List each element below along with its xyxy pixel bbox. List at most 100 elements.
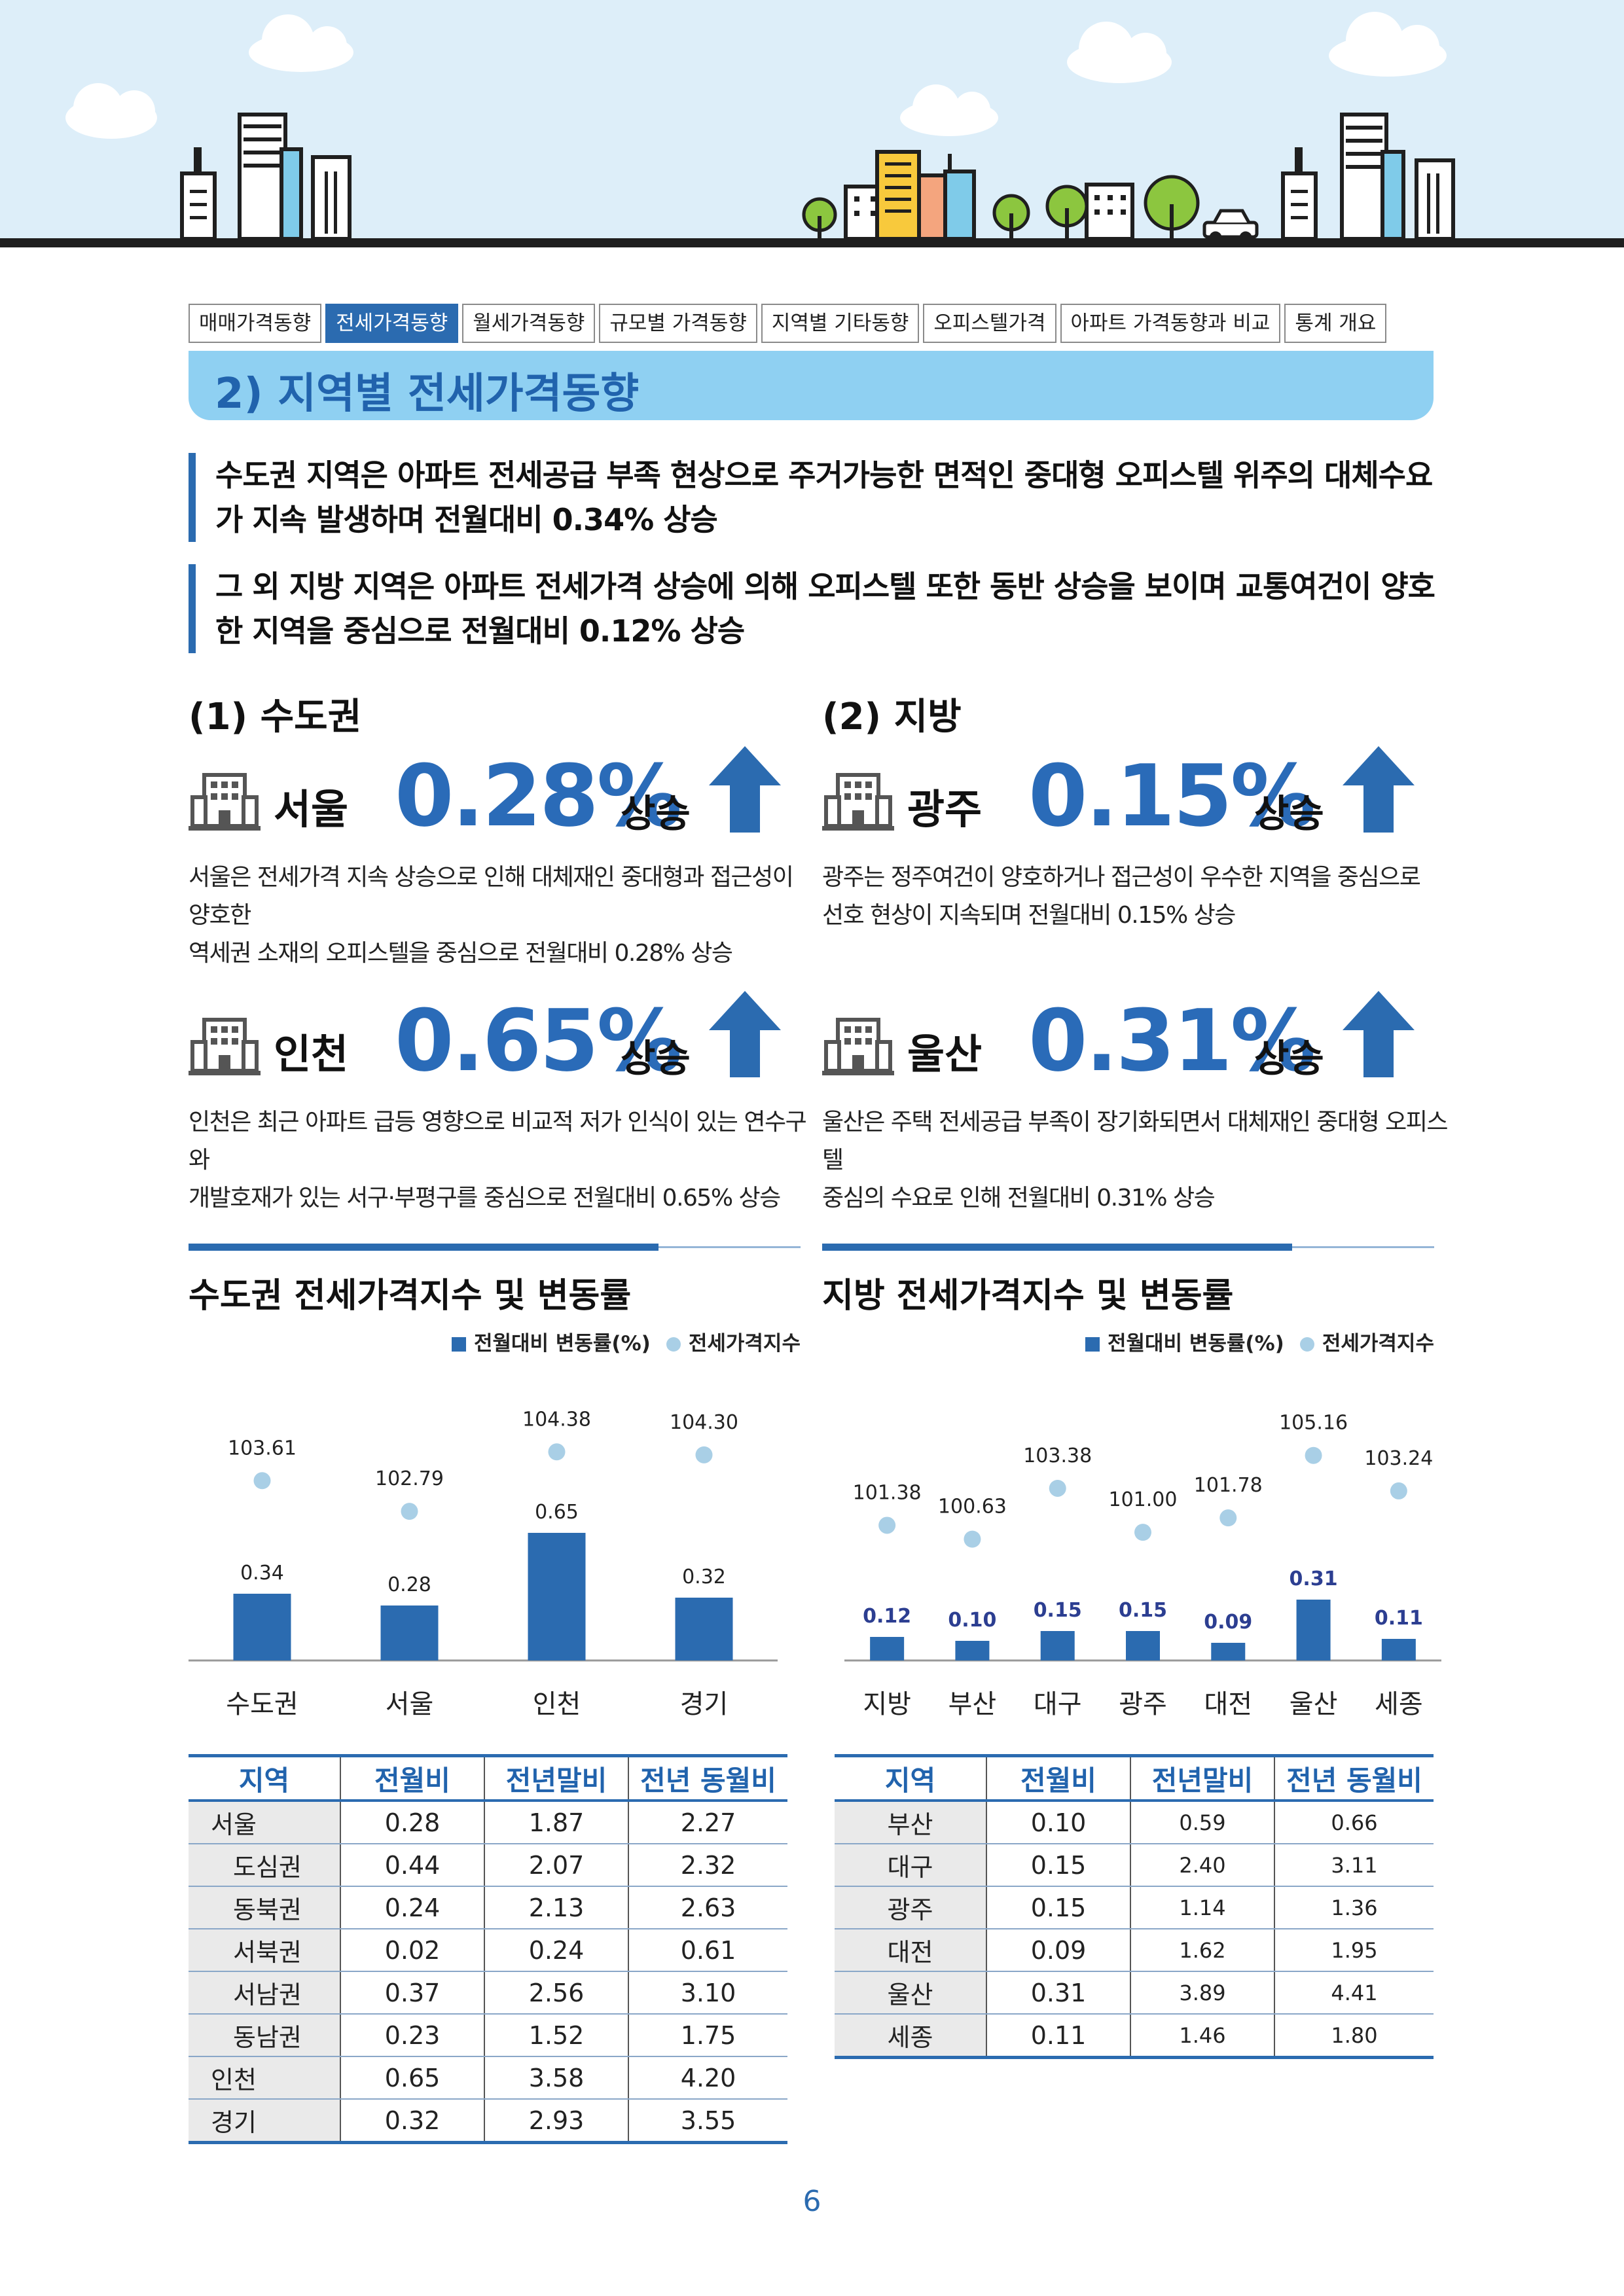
table-region-cell: 인천: [189, 2056, 340, 2100]
page-number: 6: [803, 2185, 821, 2218]
stat-city-name: 광주: [907, 785, 983, 833]
table-value-cell: 1.36: [1274, 1886, 1434, 1929]
index-value-label: 104.38: [522, 1408, 591, 1431]
table-value-cell: 2.93: [484, 2099, 628, 2144]
bar-value-label: 0.28: [388, 1573, 431, 1596]
index-dot-울산: [1305, 1446, 1322, 1464]
stat-description-incheon: 인천은 최근 아파트 급등 영향으로 비교적 저가 인식이 있는 연수구와 개발…: [189, 1103, 817, 1217]
description-line: 개발호재가 있는 서구·부평구를 중심으로 전월대비 0.65% 상승: [189, 1185, 781, 1211]
stat-percentage: 0.65%: [395, 991, 682, 1090]
table-row: 인천 0.65 3.58 4.20: [189, 2056, 787, 2100]
cloud-icon: [65, 12, 1447, 139]
arrow-up-icon: [1343, 746, 1415, 833]
category-label: 경기: [680, 1689, 729, 1719]
bar-value-label: 0.32: [682, 1566, 726, 1588]
bar-value-label: 0.31: [1290, 1568, 1338, 1590]
bar-value-label: 0.65: [535, 1501, 579, 1524]
section-title-bar: 2) 지역별 전세가격동향: [189, 351, 1434, 420]
tab-size-price[interactable]: 규모별 가격동향: [599, 304, 757, 343]
table-region-cell: 대구: [835, 1844, 986, 1887]
table-value-cell: 1.14: [1130, 1886, 1274, 1929]
description-line: 인천은 최근 아파트 급등 영향으로 비교적 저가 인식이 있는 연수구와: [189, 1109, 807, 1174]
table-value-cell: 2.40: [1130, 1844, 1274, 1887]
bar-value-label: 0.15: [1119, 1599, 1167, 1622]
stat-city-name: 인천: [274, 1030, 349, 1078]
tab-apartment-compare[interactable]: 아파트 가격동향과 비교: [1060, 304, 1281, 343]
tree-icon: [802, 175, 1200, 239]
table-row: 서울 0.28 1.87 2.27: [189, 1801, 787, 1844]
table-value-cell: 3.55: [628, 2099, 787, 2144]
table-header: 전년 동월비: [628, 1754, 787, 1802]
table-value-cell: 0.09: [986, 1929, 1130, 1972]
index-value-label: 103.24: [1364, 1447, 1433, 1470]
table-row: 울산 0.31 3.89 4.41: [835, 1971, 1434, 2015]
table-value-cell: 0.15: [986, 1886, 1130, 1929]
bar-부산: [955, 1641, 990, 1660]
index-dot-인천: [548, 1443, 566, 1461]
category-label: 지방: [863, 1689, 911, 1719]
bar-대전: [1211, 1643, 1246, 1660]
tab-officetel-price[interactable]: 오피스텔가격: [923, 304, 1056, 343]
table-header: 전년 동월비: [1274, 1754, 1434, 1802]
legend-dot-label: 전세가격지수: [688, 1332, 801, 1355]
stat-trend-label: 상승: [621, 1036, 691, 1081]
table-value-cell: 0.28: [340, 1801, 484, 1844]
table-row: 서남권 0.37 2.56 3.10: [189, 1971, 787, 2015]
table-value-cell: 0.24: [484, 1929, 628, 1972]
index-value-label: 104.30: [670, 1411, 738, 1434]
bar-value-label: 0.15: [1034, 1599, 1082, 1622]
stat-incheon: 인천 0.65% 상승: [189, 991, 817, 1090]
table-value-cell: 1.52: [484, 2014, 628, 2057]
table-value-cell: 3.11: [1274, 1844, 1434, 1887]
tab-sale-price[interactable]: 매매가격동향: [189, 304, 322, 343]
category-label: 울산: [1290, 1689, 1338, 1719]
description-line: 서울은 전세가격 지속 상승으로 인해 대체재인 중대형과 접근성이 양호한: [189, 864, 794, 929]
index-dot-대구: [1049, 1479, 1066, 1497]
bar-value-label: 0.09: [1204, 1611, 1252, 1634]
table-value-cell: 2.63: [628, 1886, 787, 1929]
table-row: 도심권 0.44 2.07 2.32: [189, 1844, 787, 1887]
category-label: 서울: [386, 1689, 434, 1719]
category-label: 세종: [1375, 1689, 1423, 1719]
bar-value-label: 0.10: [948, 1609, 996, 1632]
local-jeonse-chart: 0.12 101.38 지방 0.10 100.63 부산 0.15 103.38 대구 0.15…: [844, 1412, 1441, 1719]
local-chart-title: 지방 전세가격지수 및 변동률: [822, 1276, 1234, 1316]
table-row: 세종 0.11 1.46 1.80: [835, 2014, 1434, 2059]
tab-stat-overview[interactable]: 통계 개요: [1284, 304, 1387, 343]
index-dot-부산: [964, 1530, 981, 1548]
bar-대구: [1040, 1631, 1075, 1660]
category-label: 인천: [533, 1689, 581, 1719]
bar-세종: [1381, 1639, 1416, 1660]
bar-광주: [1126, 1631, 1160, 1660]
index-value-label: 102.79: [375, 1467, 444, 1490]
table-value-cell: 0.15: [986, 1844, 1130, 1887]
index-dot-서울: [401, 1503, 418, 1520]
stat-city-name: 서울: [274, 785, 349, 833]
table-value-cell: 0.10: [986, 1801, 1130, 1844]
tab-jeonse-price[interactable]: 전세가격동향: [325, 304, 459, 343]
bar-인천: [528, 1533, 586, 1660]
stat-percentage: 0.28%: [395, 746, 682, 846]
table-region-cell: 부산: [835, 1801, 986, 1844]
table-value-cell: 1.87: [484, 1801, 628, 1844]
tab-monthly-rent[interactable]: 월세가격동향: [462, 304, 596, 343]
table-region-cell: 동남권: [189, 2014, 340, 2057]
table-row: 부산 0.10 0.59 0.66: [835, 1801, 1434, 1844]
index-value-label: 101.38: [853, 1481, 922, 1504]
tab-regional-other[interactable]: 지역별 기타동향: [761, 304, 920, 343]
table-region-cell: 대전: [835, 1929, 986, 1972]
legend-bar-label: 전월대비 변동률(%): [474, 1332, 651, 1355]
lead-paragraph-capital: 수도권 지역은 아파트 전세공급 부족 현상으로 주거가능한 면적인 중대형 오…: [189, 453, 1459, 542]
table-value-cell: 0.59: [1130, 1801, 1274, 1844]
description-line: 광주는 정주여건이 양호하거나 접근성이 우수한 지역을 중심으로: [822, 864, 1421, 891]
index-dot-광주: [1134, 1524, 1151, 1541]
description-line: 울산은 주택 전세공급 부족이 장기화되면서 대체재인 중대형 오피스텔: [822, 1109, 1448, 1174]
description-line: 중심의 수요로 인해 전월대비 0.31% 상승: [822, 1185, 1216, 1211]
arrow-up-icon: [1343, 991, 1415, 1077]
table-value-cell: 0.44: [340, 1844, 484, 1887]
table-value-cell: 3.10: [628, 1971, 787, 2015]
bar-value-label: 0.12: [863, 1605, 911, 1628]
table-region-cell: 세종: [835, 2014, 986, 2059]
table-region-cell: 서남권: [189, 1971, 340, 2015]
table-value-cell: 2.32: [628, 1844, 787, 1887]
